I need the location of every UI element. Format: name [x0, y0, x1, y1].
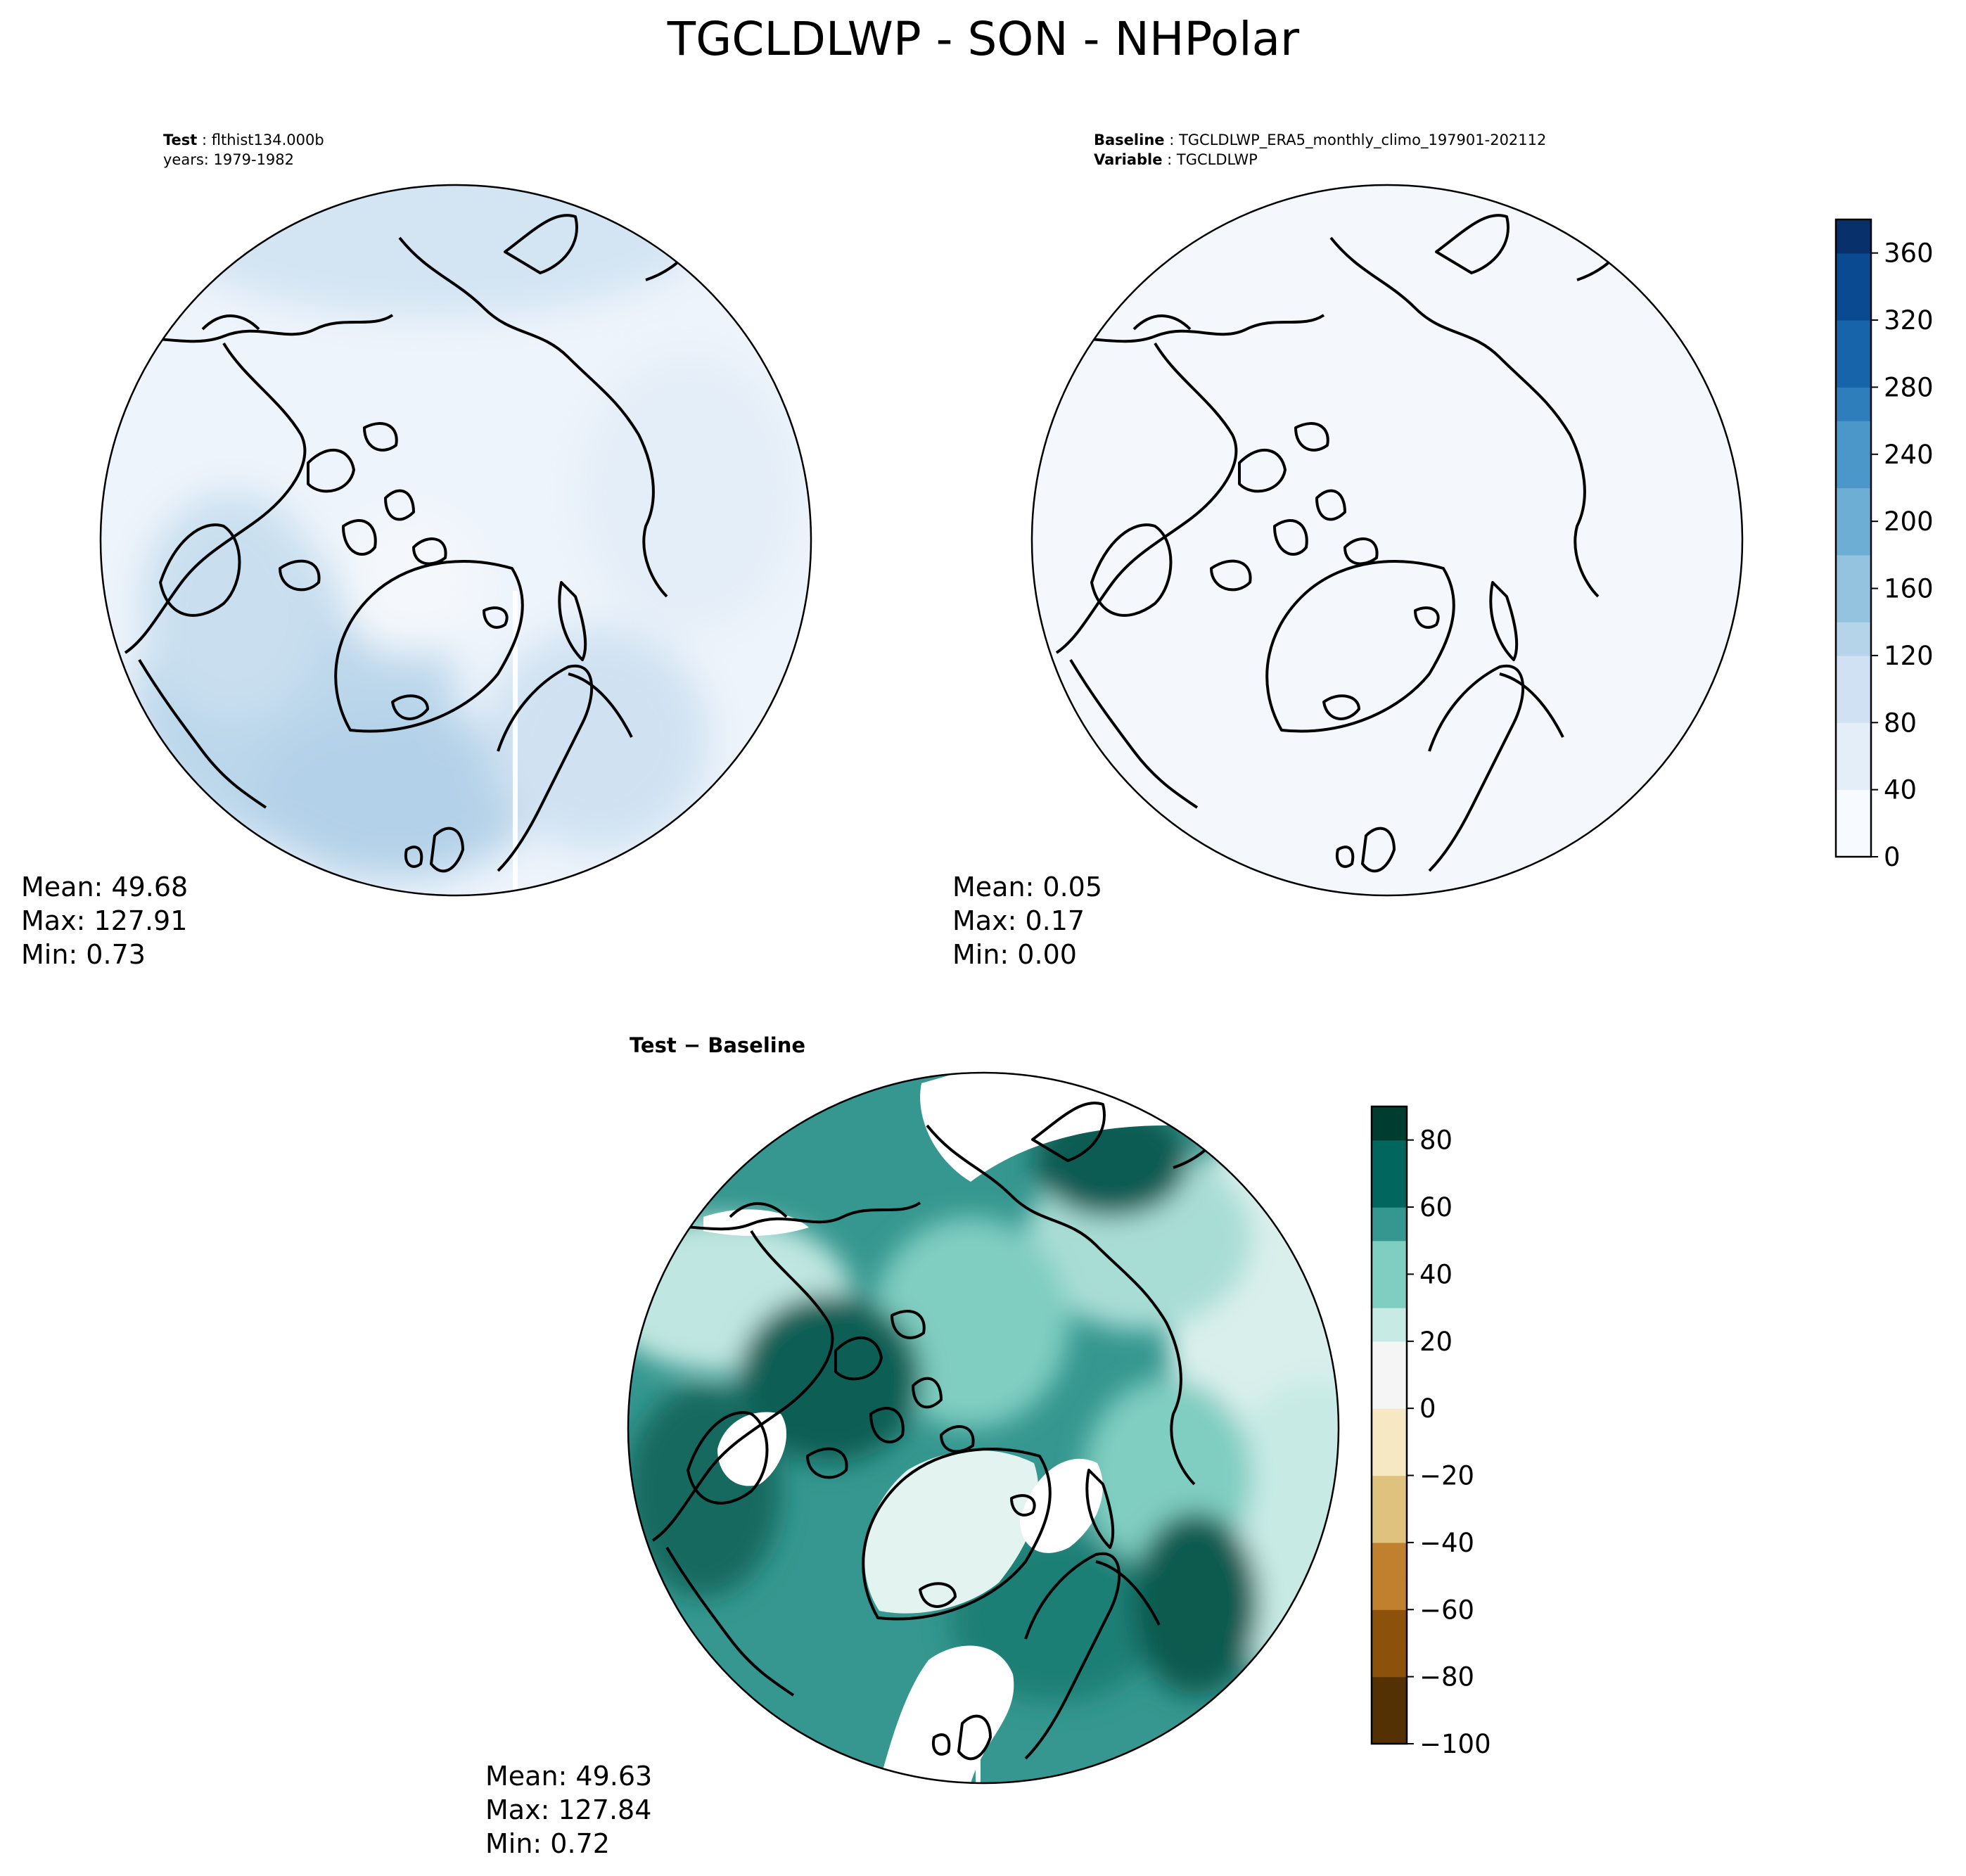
- colorbar-segment: [1836, 219, 1871, 254]
- colorbar-tick-label: 120: [1884, 641, 1934, 671]
- colorbar-segment: [1836, 454, 1871, 489]
- colorbar-segment: [1836, 789, 1871, 824]
- colorbar-segment: [1372, 1408, 1407, 1443]
- panel-test-header-line1: Test : flthist134.000b: [163, 132, 324, 148]
- stat-max: Max: 0.17: [952, 905, 1085, 936]
- colorbar-tick-label: −40: [1419, 1528, 1474, 1558]
- colorbar-segment: [1836, 353, 1871, 388]
- stat-min: Min: 0.73: [21, 939, 146, 970]
- colorbar-tick-label: 360: [1884, 238, 1934, 269]
- colorbar-segment: [1372, 1106, 1407, 1141]
- stat-mean: Mean: 49.68: [21, 872, 188, 902]
- colorbar-segment: [1836, 823, 1871, 857]
- panel-difference-header: Test − Baseline: [630, 1033, 805, 1057]
- colorbar-segment: [1372, 1374, 1407, 1409]
- colorbar-segment: [1372, 1642, 1407, 1678]
- stat-min: Min: 0.00: [952, 939, 1077, 970]
- colorbar-segment: [1372, 1140, 1407, 1174]
- colorbar-segment: [1372, 1240, 1407, 1275]
- colorbar-tick-label: 40: [1884, 775, 1917, 805]
- colorbar-segment: [1836, 286, 1871, 321]
- colorbar-segment: [1836, 253, 1871, 287]
- colorbar-segment: [1836, 421, 1871, 455]
- colorbar-tick-label: 320: [1884, 305, 1934, 336]
- header-label: Test: [163, 132, 197, 148]
- colorbar-segment: [1836, 320, 1871, 355]
- colorbar-segment: [1836, 487, 1871, 522]
- colorbar-segment: [1372, 1308, 1407, 1342]
- colorbar-segment: [1372, 1710, 1407, 1744]
- colorbar-brbg: −100 −80 −60 −40 −20 0 20 40 60 80: [1370, 1105, 1491, 1759]
- colorbar-segment: [1836, 689, 1871, 723]
- header-label: Baseline: [1094, 132, 1165, 148]
- colorbar-segment: [1836, 722, 1871, 757]
- colorbar-segment: [1836, 521, 1871, 556]
- colorbar-tick-label: 0: [1884, 842, 1901, 872]
- colorbar-segment: [1836, 755, 1871, 791]
- colorbar-segment: [1372, 1207, 1407, 1242]
- panel-difference: Test − Baseline: [485, 1033, 1491, 1859]
- panel-baseline: Baseline : TGCLDLWP_ERA5_monthly_climo_1…: [952, 132, 1934, 970]
- header-label: Variable: [1094, 151, 1162, 168]
- colorbar-tick-label: −100: [1419, 1729, 1491, 1759]
- colorbar-tick-label: 20: [1419, 1327, 1453, 1357]
- colorbar-tick-label: −20: [1419, 1461, 1474, 1491]
- colorbar-segment: [1372, 1609, 1407, 1644]
- panel-test-header-line2: years: 1979-1982: [163, 151, 294, 168]
- figure-title: TGCLDLWP - SON - NHPolar: [667, 12, 1300, 66]
- stat-min: Min: 0.72: [485, 1828, 610, 1859]
- panel-test: Test : flthist134.000b years: 1979-1982 …: [21, 132, 812, 970]
- colorbar-segment: [1372, 1441, 1407, 1476]
- colorbar-segment: [1836, 588, 1871, 623]
- colorbar-tick-label: 60: [1419, 1192, 1453, 1223]
- colorbar-tick-label: 240: [1884, 440, 1934, 470]
- header-value: TGCLDLWP: [1176, 151, 1258, 168]
- colorbar-segment: [1372, 1509, 1407, 1543]
- stat-mean: Mean: 49.63: [485, 1761, 652, 1792]
- colorbar-tick-label: 80: [1884, 708, 1917, 738]
- colorbar-segment: [1836, 554, 1871, 589]
- colorbar-tick-label: 280: [1884, 372, 1934, 402]
- colorbar-segment: [1372, 1542, 1407, 1577]
- colorbar-segment: [1372, 1676, 1407, 1711]
- colorbar-segment: [1836, 655, 1871, 690]
- colorbar-segment: [1372, 1173, 1407, 1208]
- header-value: flthist134.000b: [212, 132, 324, 148]
- colorbar-tick-label: 40: [1419, 1259, 1453, 1289]
- colorbar-segment: [1372, 1341, 1407, 1376]
- colorbar-tick-label: 200: [1884, 506, 1934, 537]
- colorbar-segment: [1836, 622, 1871, 656]
- panel-baseline-header-line2: Variable : TGCLDLWP: [1094, 151, 1258, 168]
- header-value: TGCLDLWP_ERA5_monthly_climo_197901-20211…: [1178, 132, 1546, 149]
- map-difference: [628, 1073, 1339, 1783]
- colorbar-segment: [1372, 1475, 1407, 1510]
- colorbar-segment: [1836, 387, 1871, 421]
- colorbar-blues: 0 40 80 120 160 200 240 280 320 360: [1834, 218, 1934, 872]
- colorbar-tick-label: 160: [1884, 574, 1934, 604]
- colorbar-frame: [1834, 218, 1872, 858]
- map-test: [101, 185, 811, 895]
- colorbar-tick-label: 80: [1419, 1125, 1453, 1156]
- stat-max: Max: 127.84: [485, 1794, 651, 1825]
- map-baseline: [1032, 185, 1742, 895]
- stat-max: Max: 127.91: [21, 905, 187, 936]
- colorbar-tick-label: 0: [1419, 1393, 1436, 1424]
- colorbar-segment: [1372, 1576, 1407, 1610]
- colorbar-tick-label: −80: [1419, 1662, 1474, 1692]
- panel-baseline-header-line1: Baseline : TGCLDLWP_ERA5_monthly_climo_1…: [1094, 132, 1546, 149]
- colorbar-tick-label: −60: [1419, 1595, 1474, 1625]
- stat-mean: Mean: 0.05: [952, 872, 1102, 902]
- colorbar-frame: [1370, 1105, 1408, 1745]
- colorbar-segment: [1372, 1274, 1407, 1308]
